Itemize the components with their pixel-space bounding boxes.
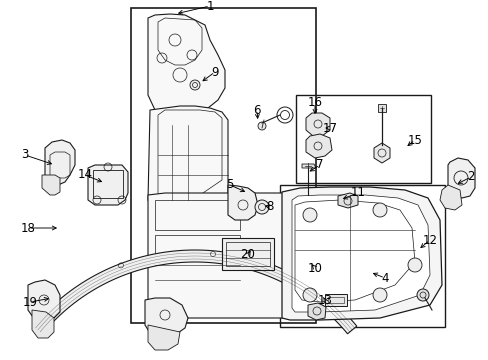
Text: 1: 1: [206, 0, 213, 13]
Bar: [222, 238, 273, 270]
Text: 17: 17: [322, 122, 337, 135]
Bar: [155, 200, 240, 230]
Bar: [280, 185, 444, 327]
Bar: [377, 104, 385, 112]
Polygon shape: [305, 134, 331, 158]
Polygon shape: [28, 280, 60, 322]
Circle shape: [258, 122, 265, 130]
Polygon shape: [302, 164, 315, 168]
Text: 8: 8: [266, 201, 273, 213]
Polygon shape: [447, 158, 474, 198]
Circle shape: [303, 288, 316, 302]
Text: 7: 7: [316, 158, 323, 171]
Bar: [295, 95, 430, 183]
Bar: [131, 8, 315, 323]
Text: 13: 13: [317, 293, 332, 306]
Text: 4: 4: [381, 271, 388, 284]
Text: 16: 16: [307, 96, 322, 109]
Text: 3: 3: [21, 148, 29, 162]
Bar: [155, 235, 240, 260]
Text: 18: 18: [20, 221, 35, 234]
Polygon shape: [148, 106, 227, 215]
Circle shape: [190, 80, 200, 90]
Polygon shape: [227, 185, 258, 220]
Bar: [327, 297, 343, 303]
Circle shape: [372, 288, 386, 302]
Polygon shape: [148, 325, 180, 350]
Text: 12: 12: [422, 234, 437, 247]
Polygon shape: [354, 254, 391, 278]
PathPatch shape: [33, 250, 356, 334]
Circle shape: [254, 200, 268, 214]
Polygon shape: [145, 298, 187, 337]
Circle shape: [372, 203, 386, 217]
Polygon shape: [42, 175, 60, 195]
Bar: [93, 170, 123, 198]
Bar: [325, 294, 346, 306]
Circle shape: [407, 258, 421, 272]
Text: 2: 2: [467, 171, 474, 184]
Polygon shape: [88, 165, 128, 205]
Text: 20: 20: [240, 248, 255, 261]
Text: 9: 9: [211, 66, 218, 78]
Polygon shape: [439, 185, 461, 210]
Text: 10: 10: [307, 261, 322, 274]
Text: 14: 14: [77, 168, 92, 181]
Circle shape: [303, 208, 316, 222]
Bar: [225, 242, 269, 266]
Polygon shape: [148, 193, 319, 318]
Text: 19: 19: [22, 296, 38, 309]
Polygon shape: [148, 14, 224, 128]
Polygon shape: [32, 310, 54, 338]
Polygon shape: [282, 187, 441, 320]
Polygon shape: [307, 303, 325, 320]
Polygon shape: [45, 140, 75, 185]
Polygon shape: [337, 193, 357, 208]
Polygon shape: [291, 195, 429, 312]
Text: 15: 15: [407, 134, 422, 147]
Polygon shape: [305, 113, 329, 136]
Circle shape: [416, 289, 428, 301]
Text: 5: 5: [226, 179, 233, 192]
Polygon shape: [373, 143, 389, 163]
Text: 11: 11: [350, 186, 365, 199]
Text: 6: 6: [253, 104, 260, 117]
